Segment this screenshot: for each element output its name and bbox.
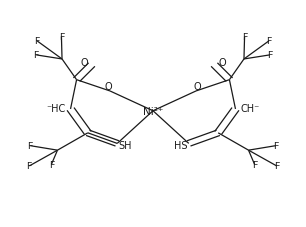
Text: F: F bbox=[27, 162, 32, 171]
Text: HS: HS bbox=[174, 140, 187, 150]
Text: F: F bbox=[35, 37, 40, 46]
Text: F: F bbox=[59, 33, 64, 42]
Text: F: F bbox=[49, 160, 54, 169]
Text: O: O bbox=[80, 58, 88, 68]
Text: SH: SH bbox=[119, 140, 132, 150]
Text: F: F bbox=[34, 51, 39, 60]
Text: ⁻HC: ⁻HC bbox=[47, 103, 66, 113]
Text: F: F bbox=[273, 141, 278, 151]
Text: F: F bbox=[242, 33, 247, 42]
Text: F: F bbox=[252, 160, 257, 169]
Text: F: F bbox=[267, 51, 272, 60]
Text: F: F bbox=[274, 162, 279, 171]
Text: Ni²⁺: Ni²⁺ bbox=[143, 106, 163, 116]
Text: O: O bbox=[105, 82, 112, 91]
Text: O: O bbox=[218, 58, 226, 68]
Text: O: O bbox=[194, 82, 201, 91]
Text: CH⁻: CH⁻ bbox=[240, 103, 259, 113]
Text: F: F bbox=[28, 141, 33, 151]
Text: F: F bbox=[266, 37, 271, 46]
